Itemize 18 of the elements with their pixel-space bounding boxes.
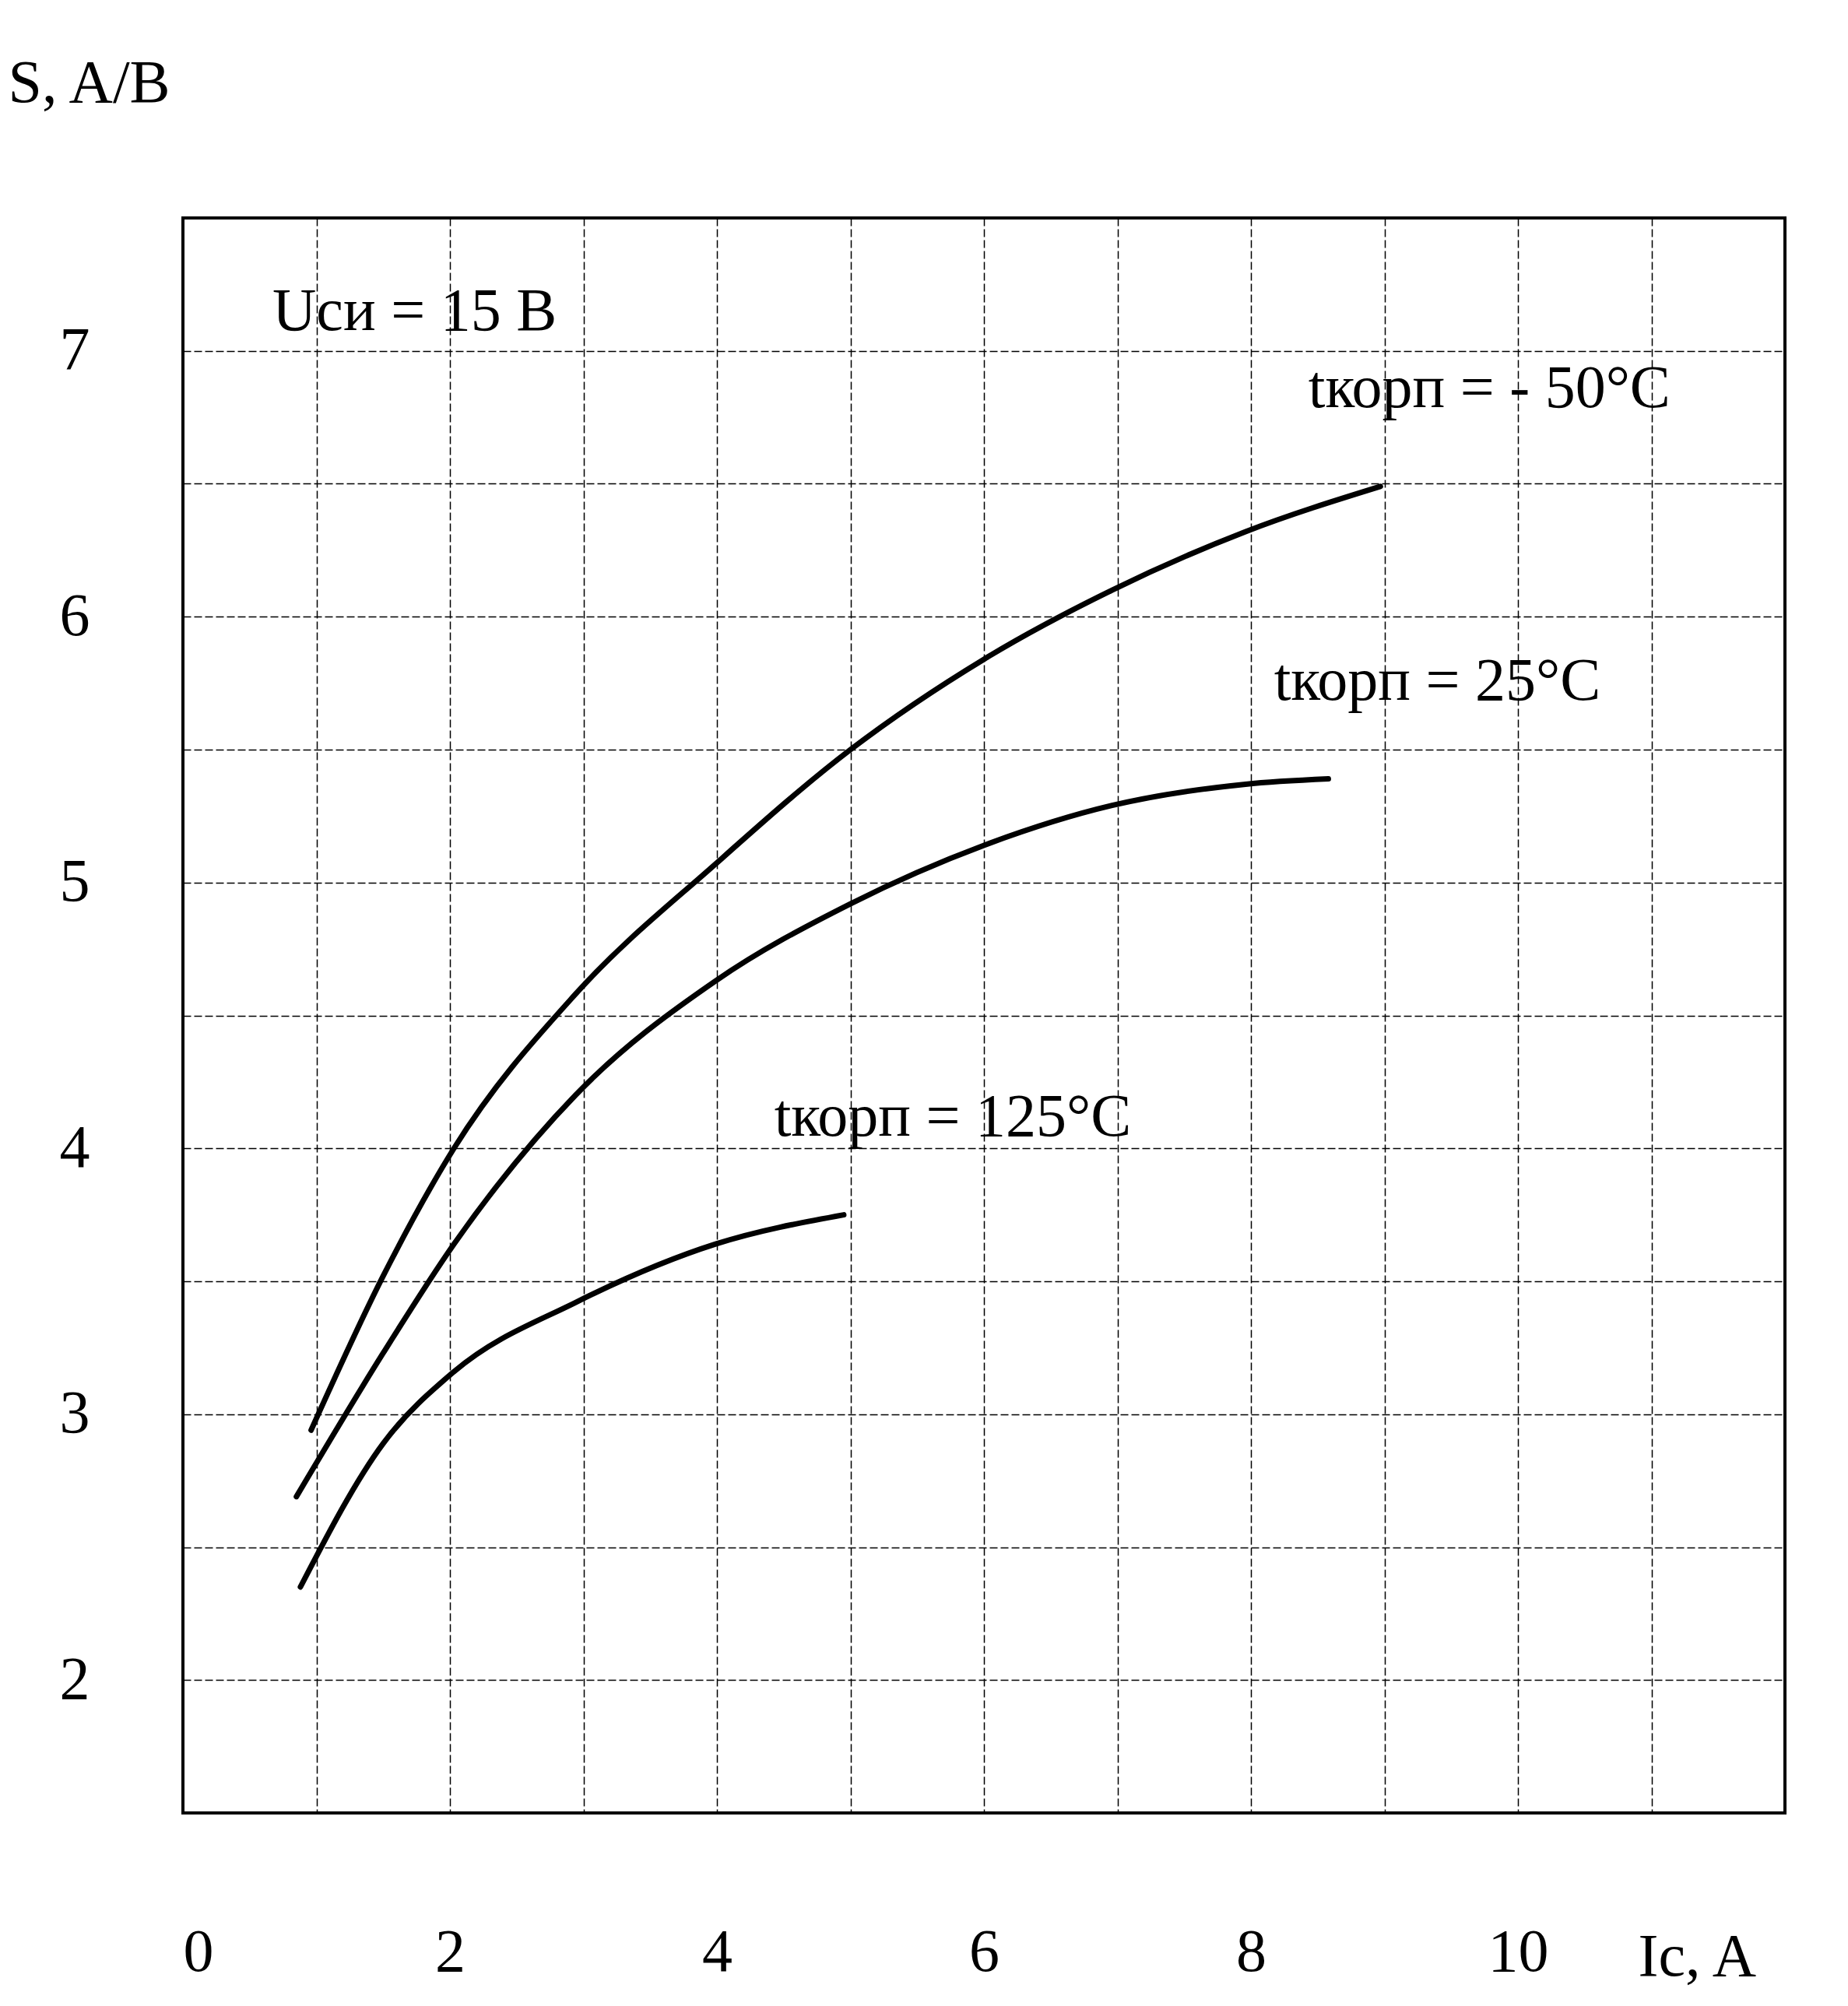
x-tick-label: 10 — [1488, 1916, 1549, 1984]
series-label: tкорп = - 50°C — [1308, 352, 1671, 420]
series-label: tкорп = 25°C — [1274, 645, 1601, 713]
y-tick-label: 5 — [59, 846, 90, 915]
y-tick-label: 2 — [59, 1643, 90, 1712]
annotation: Uси = 15 В — [272, 276, 557, 343]
y-tick-label: 3 — [59, 1378, 90, 1446]
y-tick-label: 4 — [59, 1112, 90, 1180]
series-label: tкорп = 125°C — [774, 1080, 1132, 1149]
x-tick-label: 4 — [702, 1916, 733, 1984]
x-tick-label: 0 — [183, 1916, 214, 1984]
x-axis-title: Ic, A — [1638, 1920, 1757, 1989]
x-tick-label: 2 — [435, 1916, 466, 1984]
y-axis-title: S, A/B — [8, 47, 170, 115]
y-tick-label: 6 — [59, 580, 90, 648]
x-tick-label: 8 — [1236, 1916, 1267, 1984]
y-tick-label: 7 — [59, 314, 90, 383]
x-tick-label: 6 — [969, 1916, 1000, 1984]
